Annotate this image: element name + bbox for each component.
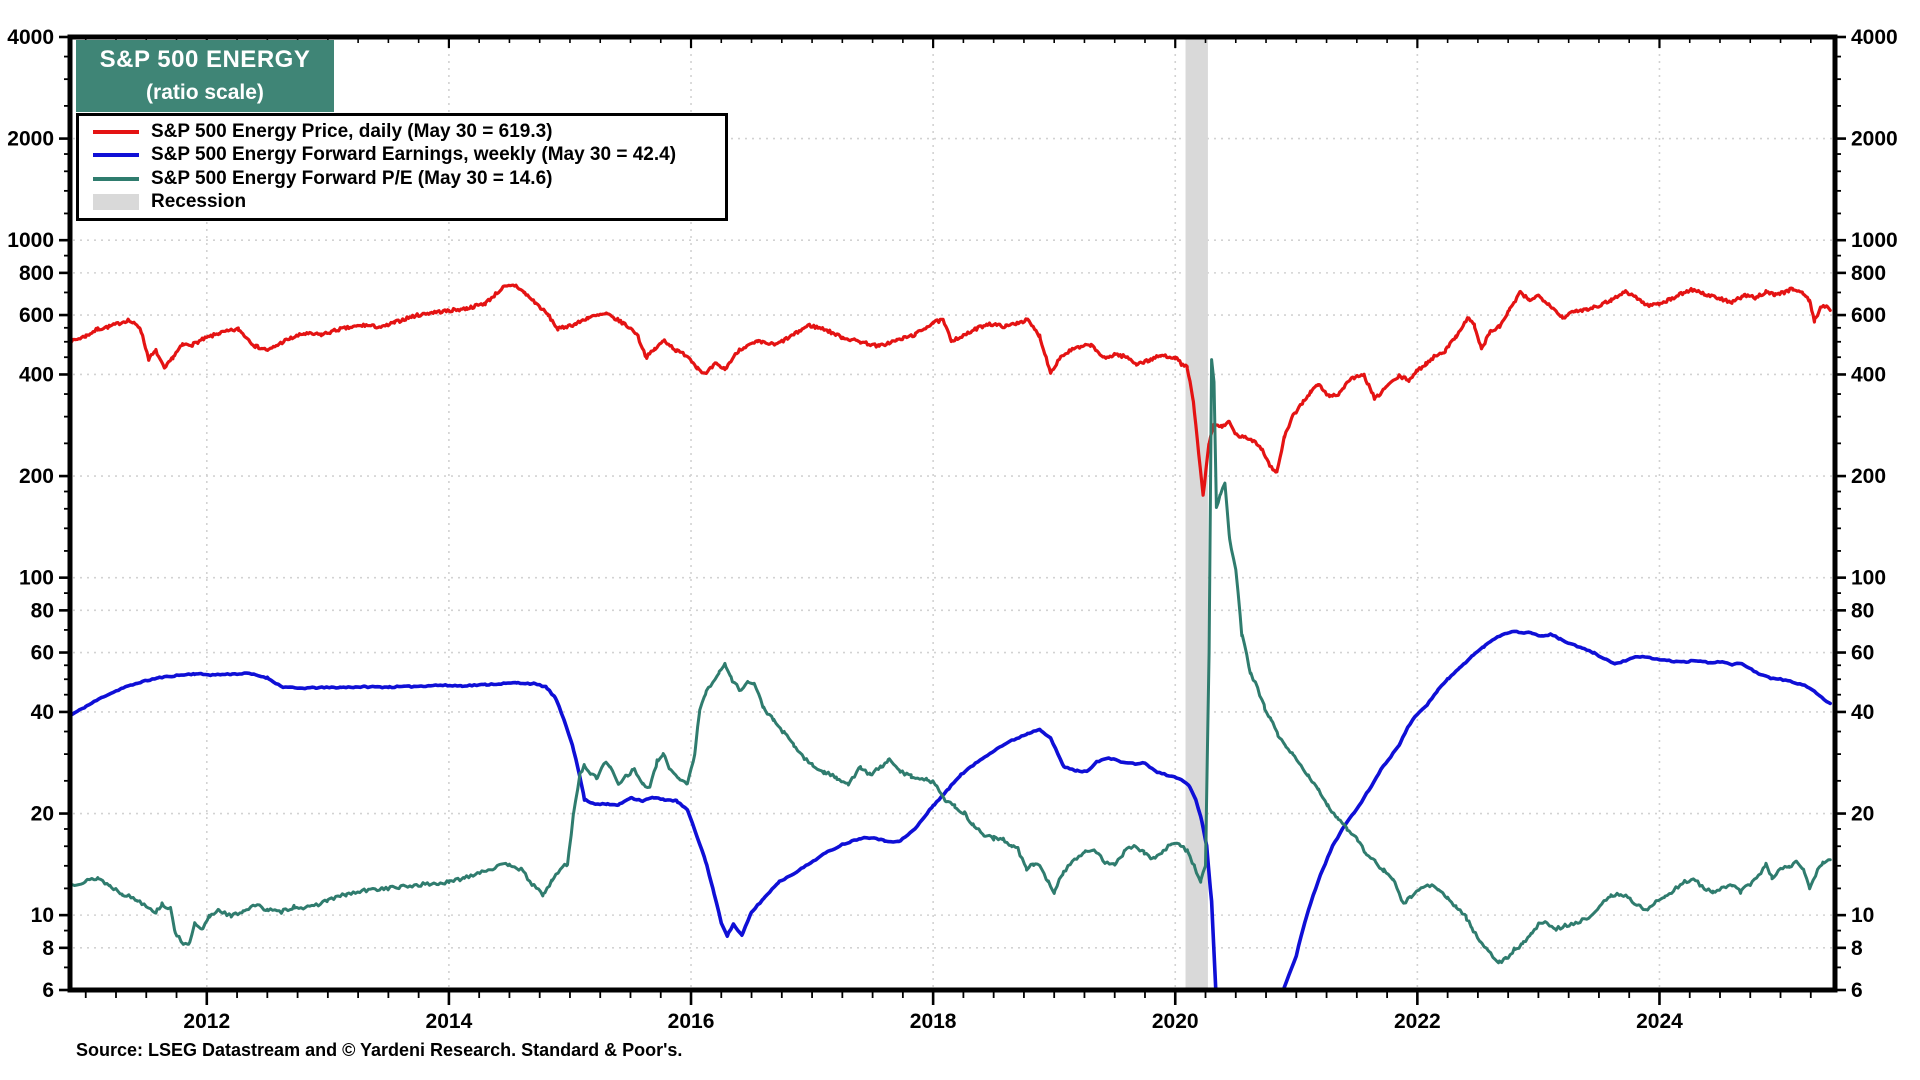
legend-label: S&P 500 Energy Price, daily (May 30 = 61… (151, 120, 553, 142)
x-axis-year-label: 2016 (668, 1010, 715, 1033)
y-axis-label-right: 4000 (1851, 26, 1898, 49)
plot-frame (67, 34, 1838, 993)
forward-earnings-series-line (70, 629, 1832, 990)
y-axis-label-left: 2000 (7, 128, 54, 151)
y-axis-label-left: 60 (31, 642, 54, 665)
series-lines (70, 283, 1832, 990)
x-axis-year-label: 2012 (183, 1010, 230, 1033)
legend-item: S&P 500 Energy Price, daily (May 30 = 61… (79, 120, 725, 144)
recession-swatch (93, 194, 139, 211)
y-axis-label-right: 40 (1851, 701, 1874, 724)
x-axis-year-label: 2022 (1394, 1010, 1441, 1033)
y-axis-label-right: 2000 (1851, 128, 1898, 151)
x-axis-year-label: 2024 (1636, 1010, 1683, 1033)
x-axis-year-label: 2014 (426, 1010, 473, 1033)
y-axis-label-left: 40 (31, 701, 54, 724)
y-axis-label-right: 20 (1851, 803, 1874, 826)
y-axis-label-right: 8 (1851, 937, 1863, 960)
y-axis-label-left: 800 (19, 262, 54, 285)
x-axis-year-label: 2020 (1152, 1010, 1199, 1033)
y-axis-label-left: 8 (42, 937, 54, 960)
y-axis-label-right: 400 (1851, 363, 1886, 386)
recession-band (1185, 37, 1208, 990)
forward-pe-series-line (70, 358, 1832, 965)
axis-labels: 4000 4000 2000 2000 1000 1000 800 800 600 600 400 4… (7, 26, 1897, 1033)
price-series-line (70, 283, 1832, 497)
y-axis-label-left: 1000 (7, 229, 54, 252)
series-line-swatch (93, 153, 139, 158)
series-line-swatch (93, 176, 139, 181)
y-axis-label-right: 100 (1851, 567, 1886, 590)
y-axis-label-right: 80 (1851, 599, 1874, 622)
y-axis-label-left: 600 (19, 304, 54, 327)
y-axis-label-left: 400 (19, 363, 54, 386)
legend-label: S&P 500 Energy Forward P/E (May 30 = 14.… (151, 167, 553, 189)
y-axis-label-left: 4000 (7, 26, 54, 49)
y-axis-label-left: 100 (19, 567, 54, 590)
legend: S&P 500 Energy Price, daily (May 30 = 61… (76, 113, 728, 221)
y-axis-label-left: 10 (31, 904, 54, 927)
y-axis-label-right: 1000 (1851, 229, 1898, 252)
source-attribution: Source: LSEG Datastream and © Yardeni Re… (76, 1040, 683, 1060)
chart-title-box: S&P 500 ENERGY (ratio scale) (76, 40, 334, 112)
x-axis-year-label: 2018 (910, 1010, 957, 1033)
legend-item: S&P 500 Energy Forward Earnings, weekly … (79, 144, 725, 168)
y-axis-label-right: 200 (1851, 465, 1886, 488)
series-line-swatch (93, 129, 139, 134)
y-axis-label-left: 200 (19, 465, 54, 488)
y-axis-label-left: 6 (42, 979, 54, 1002)
y-axis-label-right: 60 (1851, 642, 1874, 665)
chart-subtitle: (ratio scale) (146, 81, 264, 105)
y-axis-label-left: 80 (31, 599, 54, 622)
chart-title: S&P 500 ENERGY (99, 46, 311, 74)
y-axis-label-left: 20 (31, 803, 54, 826)
axis-ticks (59, 35, 1846, 1005)
y-axis-label-right: 600 (1851, 304, 1886, 327)
legend-item: S&P 500 Energy Forward P/E (May 30 = 14.… (79, 167, 725, 191)
y-axis-label-right: 6 (1851, 979, 1863, 1002)
legend-label: Recession (151, 191, 247, 213)
legend-label: S&P 500 Energy Forward Earnings, weekly … (151, 144, 677, 166)
y-axis-label-right: 10 (1851, 904, 1874, 927)
legend-item: Recession (79, 191, 725, 215)
y-axis-label-right: 800 (1851, 262, 1886, 285)
